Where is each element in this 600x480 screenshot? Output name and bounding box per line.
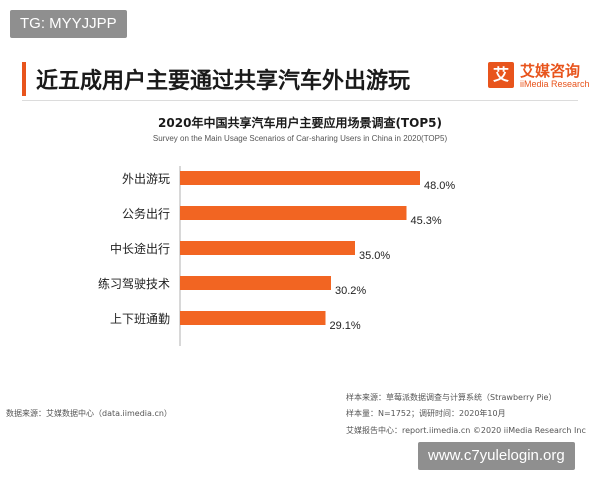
category-label: 练习驾驶技术 xyxy=(98,276,170,291)
brand-logo: 艾 艾媒咨询 iiMedia Research xyxy=(488,58,592,96)
sample-source-note: 样本来源：草莓派数据调查与计算系统（Strawberry Pie） xyxy=(346,393,557,402)
category-label: 上下班通勤 xyxy=(110,312,170,326)
page-title: 近五成用户主要通过共享汽车外出游玩 xyxy=(36,69,411,94)
data-label: 35.0% xyxy=(359,250,390,262)
sample-size-note: 样本量：N=1752；调研时间：2020年10月 xyxy=(346,409,506,418)
data-label: 48.0% xyxy=(424,180,455,192)
data-source-note: 数据来源：艾媒数据中心（data.iimedia.cn） xyxy=(6,409,172,418)
logo-mark-icon: 艾 xyxy=(488,62,514,88)
report-center-note: 艾媒报告中心：report.iimedia.cn ©2020 iiMedia R… xyxy=(346,426,586,435)
logo-name-en: iiMedia Research xyxy=(520,79,590,89)
bar-chart: 外出游玩 48.0% 公务出行 45.3% 中长途出行 35.0% 练习驾驶技术 30.2% 上… xyxy=(98,166,455,346)
tg-badge: TG: MYYJJPP xyxy=(10,10,127,38)
category-label: 中长途出行 xyxy=(110,241,170,256)
bar xyxy=(180,206,407,220)
bar xyxy=(180,241,355,255)
chart-subtitle: Survey on the Main Usage Scenarios of Ca… xyxy=(152,134,448,143)
bar xyxy=(180,311,326,325)
chart-title: 2020年中国共享汽车用户主要应用场景调查(TOP5) xyxy=(158,116,442,130)
title-accent-bar xyxy=(22,62,26,96)
data-label: 29.1% xyxy=(330,320,361,332)
data-label: 30.2% xyxy=(335,285,366,297)
category-label: 外出游玩 xyxy=(122,172,170,186)
data-label: 45.3% xyxy=(411,215,442,227)
logo-name-cn: 艾媒咨询 xyxy=(520,62,581,80)
bar xyxy=(180,171,420,185)
category-label: 公务出行 xyxy=(122,206,170,221)
header-divider xyxy=(22,100,578,101)
bar xyxy=(180,276,331,290)
watermark-url: www.c7yulelogin.org xyxy=(418,442,575,470)
